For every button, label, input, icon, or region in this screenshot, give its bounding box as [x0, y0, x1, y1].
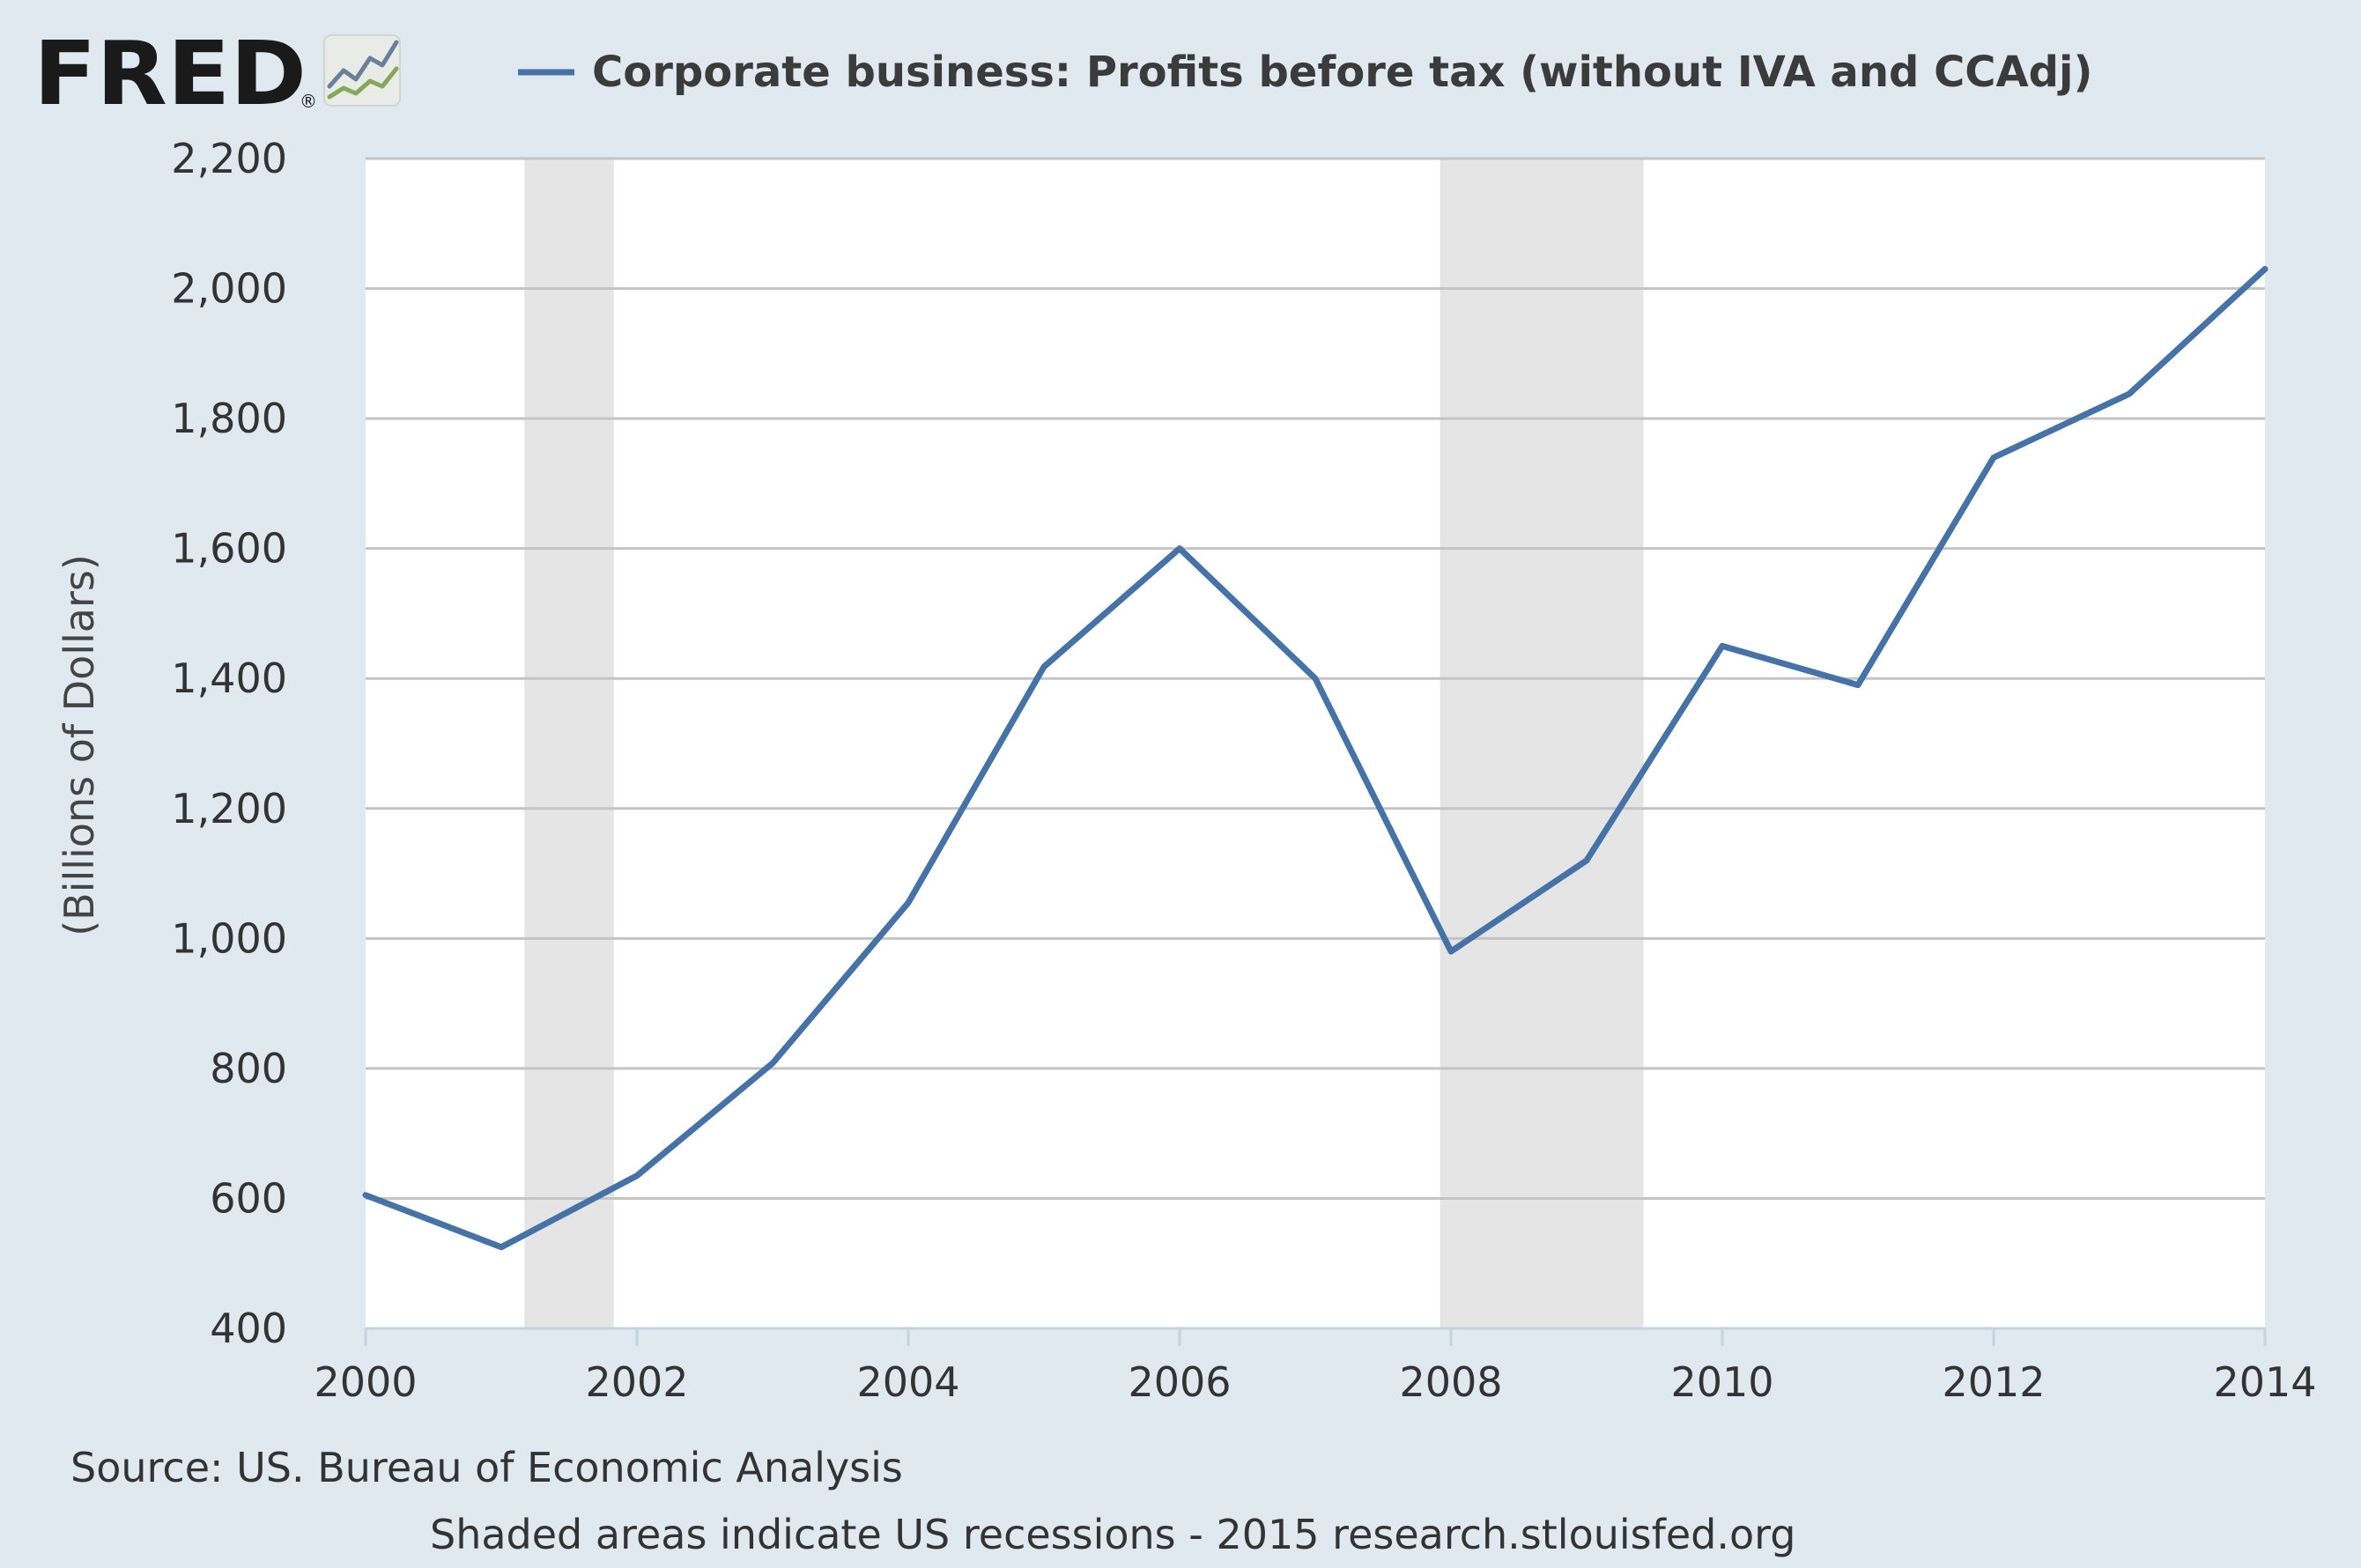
x-tick-label: 2002 [585, 1358, 688, 1406]
x-axis-tick-labels: 2000 2002 2004 2006 2008 2010 2012 2014 [314, 1358, 2316, 1406]
source-note: Source: US. Bureau of Economic Analysis [70, 1444, 903, 1491]
y-tick-label: 800 [210, 1045, 287, 1092]
fred-graph-icon [323, 34, 401, 107]
y-tick-label: 1,800 [171, 395, 287, 442]
x-axis-ticks [364, 1328, 2267, 1346]
recession-shading [524, 159, 1644, 1328]
legend-label: Corporate business: Profits before tax (… [592, 48, 2092, 97]
x-tick-label: 2014 [2213, 1358, 2316, 1406]
fred-logo[interactable]: FRED ® [33, 22, 401, 125]
x-tick-label: 2004 [856, 1358, 959, 1406]
y-tick-label: 2,000 [171, 265, 287, 313]
y-tick-label: 1,600 [171, 525, 287, 573]
y-tick-label: 400 [210, 1305, 287, 1352]
y-tick-label: 1,400 [171, 655, 287, 702]
x-tick-label: 2006 [1128, 1358, 1231, 1406]
y-tick-label: 1,000 [171, 914, 287, 962]
series-line-0 [362, 265, 2268, 1251]
recession-band-1 [1440, 159, 1644, 1328]
recession-note: Shaded areas indicate US recessions - 20… [430, 1511, 1795, 1558]
x-tick-label: 2010 [1670, 1358, 1773, 1406]
y-tick-label: 600 [210, 1174, 287, 1222]
y-axis-label: (Billions of Dollars) [56, 554, 103, 936]
series-layer [362, 265, 2268, 1251]
plot-area [366, 159, 2265, 1328]
recession-band-0 [524, 159, 614, 1328]
fred-logo-text: FRED [33, 22, 307, 125]
y-tick-label: 1,200 [171, 785, 287, 832]
x-tick-label: 2012 [1942, 1358, 2045, 1406]
y-axis-tick-labels: 400 600 800 1,000 1,200 1,400 1,600 1,800 2,000 2… [171, 135, 287, 1352]
gridlines [366, 157, 2265, 1200]
registered-mark: ® [300, 91, 317, 112]
legend: Corporate business: Profits before tax (… [518, 48, 2092, 97]
x-tick-label: 2008 [1399, 1358, 1502, 1406]
y-tick-label: 2,200 [171, 135, 287, 182]
x-tick-label: 2000 [314, 1358, 417, 1406]
